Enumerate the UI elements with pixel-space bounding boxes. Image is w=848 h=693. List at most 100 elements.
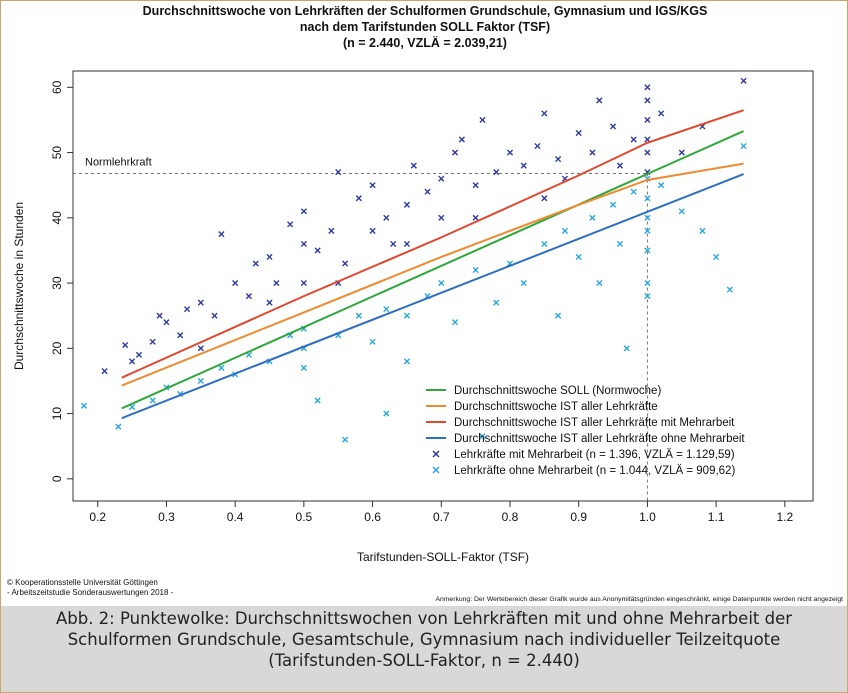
scatter-point [479,433,486,440]
scatter-point [424,188,431,195]
trend-line [121,109,744,379]
scatter-point [534,142,541,150]
scatter-point [115,423,122,430]
scatter-point [438,214,445,221]
y-tick-label: 0 [50,475,64,482]
scatter-point [520,279,527,287]
x-tick-label: 0.5 [296,510,313,524]
scatter-point [630,188,637,195]
x-tick-label: 0.7 [433,510,450,524]
x-tick-label: 0.8 [502,510,519,524]
scatter-point [403,240,411,248]
scatter-point [658,182,665,189]
scatter-point [369,182,376,189]
scatter-point [726,286,733,293]
scatter-point [149,397,156,404]
chart-title: Durchschnittswoche von Lehrkräften der S… [143,4,708,18]
scatter-point [589,214,596,221]
scatter-point [410,162,417,169]
scatter-point [644,195,651,202]
scatter-point [644,214,651,221]
scatter-point [314,247,321,254]
scatter-point [149,338,156,345]
scatter-point [197,345,204,352]
scatter-point [314,397,321,404]
scatter-point [355,195,362,202]
scatter-point [273,279,280,287]
scatter-point [80,402,88,409]
scatter-point [135,351,143,358]
scatter-point [156,312,163,319]
scatter-point [472,214,479,221]
scatter-point [740,77,747,84]
caption: Abb. 2: Punktewolke: Durchschnittswochen… [1,606,847,692]
scatter-point [678,149,685,156]
scatter-point [197,377,204,385]
scatter-point [644,84,651,91]
copyright: - Arbeitszeitstudie Sonderauswertungen 2… [7,588,174,597]
scatter-point [623,345,630,352]
legend-label: Durchschnittswoche SOLL (Normwoche) [454,385,661,397]
x-tick-label: 1.2 [776,510,793,524]
scatter-point [177,332,184,339]
scatter-point [554,312,562,319]
scatter-point [300,208,307,215]
scatter-point [438,175,445,182]
x-tick-label: 1.1 [708,510,725,524]
scatter-point [266,299,273,306]
plot-frame [72,70,814,502]
scatter-point [575,129,582,137]
scatter-point [355,312,362,319]
scatter-point [341,260,349,267]
x-tick-label: 0.3 [158,510,175,524]
scatter-point [383,306,390,313]
scatter-point [403,312,411,319]
scatter-point [369,338,376,345]
scatter-point [383,214,390,221]
y-tick-label: 30 [50,276,64,290]
x-tick-label: 0.4 [227,510,244,524]
y-axis-label: Durchschnittswoche in Stunden [12,202,26,370]
x-tick-label: 0.2 [89,510,106,524]
scatter-point [101,368,108,375]
scatter-point [575,253,582,261]
trend-line [121,162,744,387]
scatter-point [128,358,136,365]
scatter-point [630,136,637,143]
scatter-point [713,253,720,261]
x-tick-label: 0.9 [570,510,587,524]
scatter-point [328,227,335,234]
scatter-point [472,266,479,274]
scatter-point [218,364,225,371]
scatter-point [658,110,665,117]
scatter-point [596,279,603,287]
legend-label: Lehrkräfte ohne Mehrarbeit (n = 1.044, V… [454,465,735,477]
scatter-point [520,162,527,169]
scatter-point [609,201,617,208]
scatter-point [541,240,548,248]
scatter-point [383,410,390,417]
chart: Durchschnittswoche von Lehrkräften der S… [7,4,843,603]
scatter-point [644,116,651,124]
scatter-point [644,279,651,287]
scatter-point [458,136,465,143]
scatter-point [369,227,376,234]
scatter-point [541,110,548,117]
legend-label: Lehrkräfte mit Mehrarbeit (n = 1.396, VZ… [454,449,735,461]
note: Anmerkung: Der Wertebereich dieser Grafi… [435,596,843,603]
scatter-point [644,149,651,156]
scatter-point [561,227,569,234]
chart-title: (n = 2.440, VZLÄ = 2.039,21) [343,35,507,50]
scatter-point [699,227,706,234]
copyright: © Kooperationsstelle Universität Götting… [7,578,158,587]
scatter-point [245,293,252,300]
scatter-point [644,293,651,300]
scatter-point [300,279,307,287]
scatter-point [300,240,307,248]
scatter-point [554,155,562,163]
x-tick-label: 1.0 [639,510,656,524]
reference-label: Normlehrkraft [85,156,152,168]
scatter-point [616,240,624,248]
scatter-point [266,253,273,261]
scatter-point [300,364,307,371]
